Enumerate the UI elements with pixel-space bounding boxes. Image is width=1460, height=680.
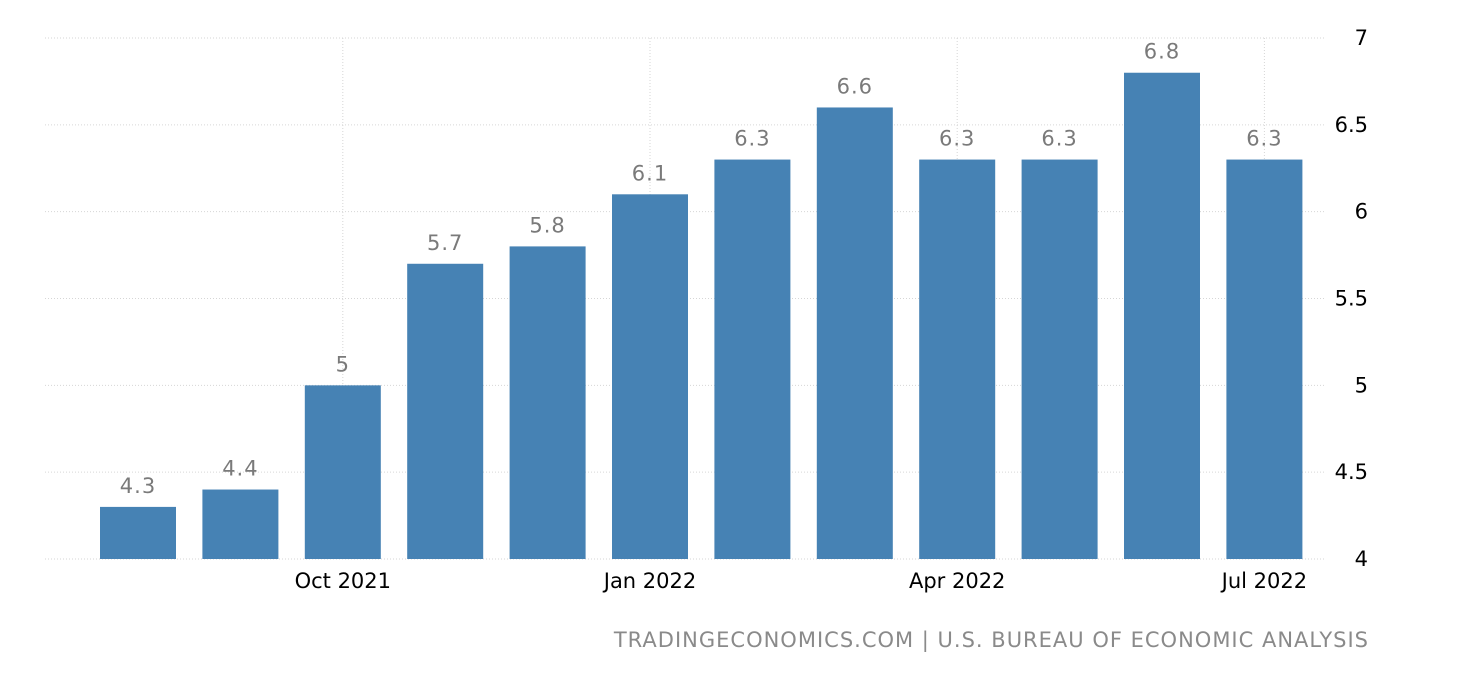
bar: [612, 194, 688, 560]
data-label: 6.6: [837, 74, 873, 98]
y-axis: 4 4.5 5 5.5 6 6.5 7: [1335, 26, 1368, 571]
data-label: 4.3: [120, 474, 156, 498]
x-tick-label: Jul 2022: [1220, 569, 1307, 593]
data-label: 6.3: [1041, 127, 1077, 151]
bar: [202, 489, 279, 559]
data-label: 4.4: [222, 457, 258, 481]
y-tick-label: 5.5: [1335, 287, 1368, 311]
y-tick-label: 7: [1355, 26, 1368, 50]
x-tick-label: Jan 2022: [602, 569, 697, 593]
x-tick-label: Oct 2021: [295, 569, 391, 593]
y-tick-label: 5: [1355, 373, 1368, 397]
data-label: 5.8: [529, 213, 565, 237]
data-label: 5: [336, 352, 350, 376]
bar: [919, 159, 996, 560]
bar: [714, 159, 791, 560]
bar: [407, 263, 484, 559]
data-label: 6.1: [632, 161, 668, 185]
source-text: TRADINGECONOMICS.COM | U.S. BUREAU OF EC…: [613, 628, 1369, 652]
bar: [816, 107, 893, 559]
x-axis: Oct 2021 Jan 2022 Apr 2022 Jul 2022: [295, 569, 1308, 593]
bar: [1021, 159, 1098, 560]
data-label: 5.7: [427, 231, 463, 255]
data-label: 6.3: [734, 127, 770, 151]
bar: [100, 506, 176, 559]
bar: [509, 246, 586, 559]
data-label: 6.8: [1144, 40, 1180, 64]
data-label: 6.3: [939, 127, 975, 151]
bar: [1124, 72, 1200, 559]
y-tick-label: 4.5: [1335, 460, 1368, 484]
y-tick-label: 4: [1355, 547, 1368, 571]
bar: [304, 385, 381, 559]
x-tick-label: Apr 2022: [909, 569, 1005, 593]
bar: [1226, 159, 1303, 560]
y-tick-label: 6.5: [1335, 113, 1368, 137]
data-label: 6.3: [1246, 127, 1282, 151]
data-labels: 4.3 4.4 5 5.7 5.8 6.1 6.3 6.6 6.3 6.3 6.8 6.3: [120, 40, 1282, 498]
bars: [100, 72, 1303, 560]
y-tick-label: 6: [1355, 200, 1368, 224]
